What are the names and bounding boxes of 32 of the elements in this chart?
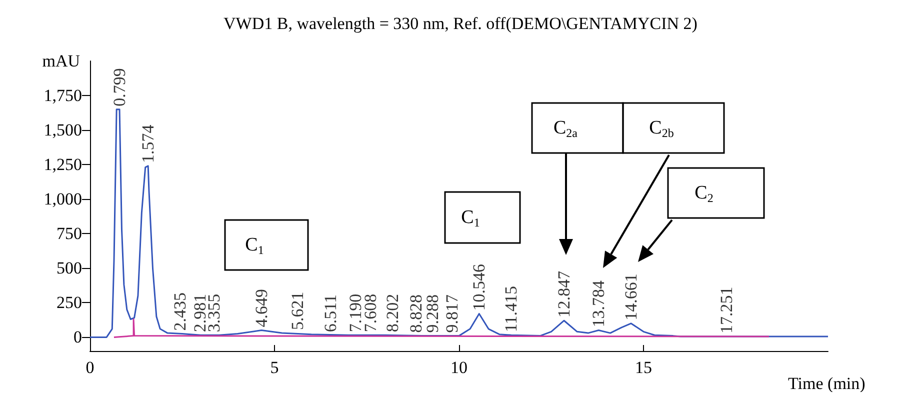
annotation: 1.574 xyxy=(138,124,158,163)
annotation: 0.799 xyxy=(110,68,129,106)
annotation: 2.435 xyxy=(170,292,190,331)
chart-title: VWD1 B, wavelength = 330 nm, Ref. off(DEMO\GENTAMYCIN 2) xyxy=(224,14,698,33)
annotation: 4.649 xyxy=(252,289,272,328)
annotation: 14.661 xyxy=(621,274,640,320)
x-tick-label: 10 xyxy=(450,358,468,377)
y-tick-label: 500 xyxy=(56,258,82,278)
annotation: 12.847 xyxy=(554,270,574,318)
y-tick-label: 1,750 xyxy=(44,86,82,106)
x-tick-label: 15 xyxy=(635,358,652,377)
annotation: 10.546 xyxy=(470,264,489,311)
annotation: 17.251 xyxy=(717,286,736,334)
y-axis-title: mAU xyxy=(42,52,80,70)
annotation: 8.202 xyxy=(383,294,402,332)
y-tick-label: 1,250 xyxy=(44,155,82,174)
annotation: 6.511 xyxy=(320,294,340,332)
y-tick-label: 0 xyxy=(74,328,82,347)
annotation: 5.621 xyxy=(288,292,307,330)
y-tick-label: 750 xyxy=(56,224,82,244)
annotation: 13.784 xyxy=(589,280,608,328)
annotation: 8.828 xyxy=(406,294,426,333)
annotation: 9.817 xyxy=(442,294,462,333)
annotation: 9.288 xyxy=(423,294,442,333)
y-tick-label: 250 xyxy=(56,293,82,312)
y-tick-label: 1,000 xyxy=(44,190,82,209)
line-series xyxy=(89,108,829,338)
x-tick-label: 5 xyxy=(270,358,279,377)
annotation: 2.981 xyxy=(190,294,210,332)
y-tick-label: 1,500 xyxy=(44,120,82,140)
x-tick-label: 0 xyxy=(86,358,94,377)
annotation: 11.415 xyxy=(502,286,521,332)
